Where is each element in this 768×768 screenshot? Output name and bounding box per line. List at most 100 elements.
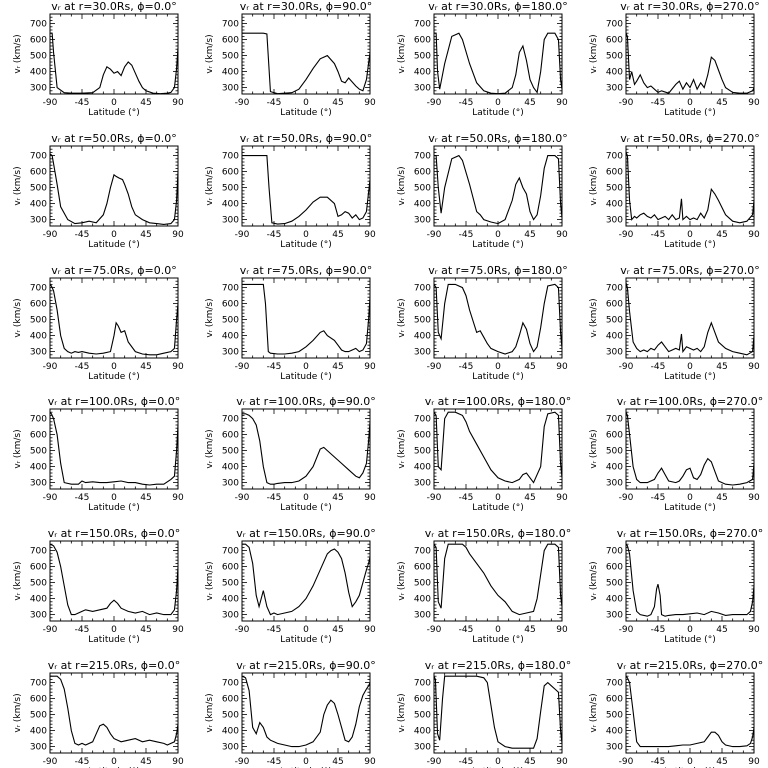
y-tick-label: 600 <box>606 300 623 310</box>
x-tick-label: 45 <box>332 362 343 372</box>
y-tick-label: 700 <box>414 284 431 294</box>
y-tick-label: 300 <box>30 743 47 753</box>
y-tick-label: 400 <box>222 595 239 605</box>
y-axis-label: vᵣ (km/s) <box>397 429 407 468</box>
x-tick-label: -90 <box>43 757 58 767</box>
chart-panel-12: vᵣ at r=75.0Rs, ϕ=270.0° -90 -45 0 45 90 300 40… <box>589 264 760 382</box>
y-axis-label: vᵣ (km/s) <box>397 166 407 205</box>
x-tick-label: -90 <box>43 98 58 108</box>
x-tick-label: 90 <box>172 757 184 767</box>
x-tick-label: 90 <box>364 230 376 240</box>
series-line <box>626 282 754 356</box>
x-axis-label: Latitude (°) <box>88 635 139 645</box>
x-tick-label: 45 <box>332 625 343 635</box>
x-axis-label: Latitude (°) <box>664 503 715 513</box>
x-axis-label: Latitude (°) <box>472 240 523 250</box>
y-tick-label: 700 <box>414 415 431 425</box>
y-axis-label: vᵣ (km/s) <box>205 34 215 73</box>
y-tick-label: 400 <box>606 727 623 737</box>
y-axis-label: vᵣ (km/s) <box>13 693 23 732</box>
plot-frame <box>625 540 755 622</box>
plot-frame <box>625 13 755 95</box>
x-tick-label: -90 <box>235 98 250 108</box>
y-tick-label: 400 <box>414 332 431 342</box>
x-tick-label: 90 <box>172 230 184 240</box>
x-tick-label: 90 <box>556 362 568 372</box>
x-tick-label: 0 <box>687 230 693 240</box>
y-axis-label: vᵣ (km/s) <box>397 298 407 337</box>
x-tick-label: 0 <box>495 757 501 767</box>
x-axis-label: Latitude (°) <box>280 108 331 118</box>
x-tick-label: 90 <box>172 362 184 372</box>
plot-frame <box>433 277 563 359</box>
x-tick-label: 90 <box>748 230 760 240</box>
y-tick-label: 500 <box>606 579 623 589</box>
y-tick-label: 500 <box>30 447 47 457</box>
series-line <box>242 543 370 616</box>
chart-title: vᵣ at r=30.0Rs, ϕ=0.0° <box>51 0 176 13</box>
plot-frame <box>49 672 179 754</box>
chart-panel-11: vᵣ at r=75.0Rs, ϕ=180.0° -90 -45 0 45 90 300 40… <box>397 264 568 382</box>
series-line <box>242 283 370 355</box>
x-tick-label: -45 <box>459 230 474 240</box>
x-tick-label: -90 <box>619 98 634 108</box>
x-tick-label: 0 <box>687 98 693 108</box>
y-tick-label: 600 <box>30 168 47 178</box>
y-tick-label: 400 <box>30 68 47 78</box>
y-tick-label: 600 <box>30 36 47 46</box>
x-axis-label: Latitude (°) <box>280 503 331 513</box>
y-tick-label: 300 <box>414 479 431 489</box>
y-axis-label: vᵣ (km/s) <box>589 166 599 205</box>
y-tick-label: 600 <box>414 300 431 310</box>
y-axis-label: vᵣ (km/s) <box>589 298 599 337</box>
chart-panel-2: vᵣ at r=30.0Rs, ϕ=90.0° -90 -45 0 45 90 300 400… <box>205 0 376 118</box>
y-tick-label: 700 <box>30 547 47 557</box>
y-tick-label: 600 <box>606 695 623 705</box>
x-tick-label: -45 <box>459 625 474 635</box>
x-tick-label: 45 <box>140 493 151 503</box>
x-tick-label: 0 <box>495 625 501 635</box>
y-tick-label: 300 <box>606 479 623 489</box>
y-tick-label: 500 <box>414 711 431 721</box>
chart-title: vᵣ at r=100.0Rs, ϕ=90.0° <box>236 395 375 408</box>
chart-title: vᵣ at r=50.0Rs, ϕ=180.0° <box>428 132 567 145</box>
x-tick-label: 0 <box>303 230 309 240</box>
x-tick-label: 0 <box>303 625 309 635</box>
y-tick-label: 700 <box>606 547 623 557</box>
x-tick-label: -90 <box>619 493 634 503</box>
series-line <box>434 154 562 225</box>
y-tick-label: 400 <box>414 595 431 605</box>
x-tick-label: 45 <box>524 757 535 767</box>
x-tick-label: -90 <box>619 757 634 767</box>
x-tick-label: 90 <box>556 98 568 108</box>
x-tick-label: 90 <box>364 98 376 108</box>
y-axis-label: vᵣ (km/s) <box>397 34 407 73</box>
y-tick-label: 400 <box>222 200 239 210</box>
y-axis-label: vᵣ (km/s) <box>13 561 23 600</box>
y-tick-label: 600 <box>414 168 431 178</box>
x-tick-label: -90 <box>43 362 58 372</box>
y-tick-label: 700 <box>222 547 239 557</box>
x-tick-label: 0 <box>687 362 693 372</box>
y-tick-label: 300 <box>606 84 623 94</box>
x-tick-label: -45 <box>75 757 90 767</box>
x-tick-label: -90 <box>619 362 634 372</box>
x-tick-label: 90 <box>172 625 184 635</box>
series-line <box>626 675 754 748</box>
x-tick-label: 45 <box>524 98 535 108</box>
y-tick-label: 500 <box>30 711 47 721</box>
plot-frame <box>625 672 755 754</box>
y-tick-label: 300 <box>606 611 623 621</box>
y-tick-label: 500 <box>606 184 623 194</box>
chart-panel-21: vᵣ at r=215.0Rs, ϕ=0.0° -90 -45 0 45 90 300 400… <box>13 659 184 768</box>
x-tick-label: 90 <box>748 625 760 635</box>
plot-frame <box>433 540 563 622</box>
plot-frame <box>49 13 179 95</box>
y-tick-label: 500 <box>414 316 431 326</box>
y-tick-label: 700 <box>222 679 239 689</box>
chart-panel-22: vᵣ at r=215.0Rs, ϕ=90.0° -90 -45 0 45 90 300 40… <box>205 659 376 768</box>
x-tick-label: 0 <box>303 757 309 767</box>
x-tick-label: -90 <box>235 493 250 503</box>
y-tick-label: 500 <box>30 52 47 62</box>
y-tick-label: 300 <box>30 216 47 226</box>
